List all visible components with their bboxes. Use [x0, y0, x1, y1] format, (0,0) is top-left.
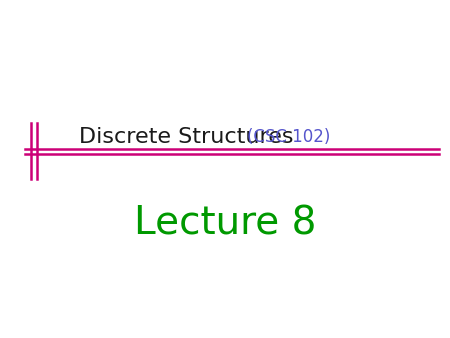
Text: Lecture 8: Lecture 8: [134, 204, 316, 242]
Text: (CSC 102): (CSC 102): [247, 128, 330, 146]
Text: Discrete Structures: Discrete Structures: [79, 127, 293, 147]
